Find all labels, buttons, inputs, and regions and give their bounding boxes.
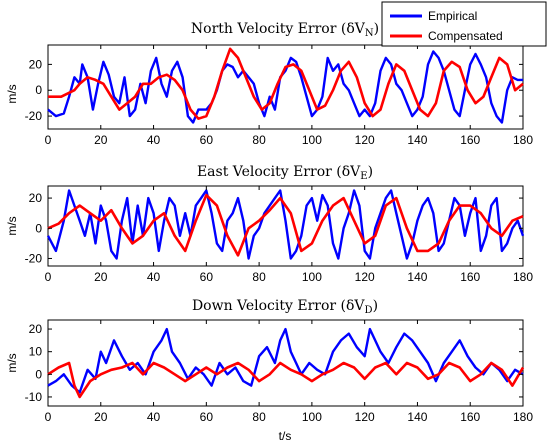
north-xtick-label: 60 bbox=[200, 133, 214, 147]
east-ytick-label: 20 bbox=[29, 191, 43, 205]
north-panel-title: North Velocity Error (δVN) bbox=[191, 21, 379, 39]
east-series-compensated bbox=[47, 193, 524, 257]
down-ytick-label: 10 bbox=[29, 345, 43, 359]
east-xtick-label: 120 bbox=[355, 270, 375, 284]
down-xtick-label: 100 bbox=[302, 410, 322, 424]
north-series-compensated bbox=[48, 47, 524, 120]
east-ytick-label: -20 bbox=[25, 251, 43, 265]
north-xtick-label: 160 bbox=[460, 133, 480, 147]
down-xtick-label: 20 bbox=[94, 410, 108, 424]
north-xtick-label: 80 bbox=[252, 133, 266, 147]
north-plot-frame bbox=[47, 44, 524, 130]
down-panel-title: Down Velocity Error (δVD) bbox=[192, 298, 378, 316]
down-series-compensated bbox=[47, 361, 525, 399]
east-series-empirical bbox=[46, 189, 525, 260]
legend: Empirical Compensated bbox=[381, 1, 547, 47]
east-xtick-label: 80 bbox=[252, 270, 266, 284]
down-xtick-label: 40 bbox=[147, 410, 161, 424]
east-series-layer bbox=[46, 189, 525, 260]
down-plot-frame bbox=[47, 319, 524, 407]
east-panel-title: East Velocity Error (δVE) bbox=[197, 164, 373, 182]
down-ytick-label: -10 bbox=[25, 390, 43, 404]
north-xtick-label: 120 bbox=[355, 133, 375, 147]
east-xtick-label: 60 bbox=[200, 270, 214, 284]
north-velocity-panel: North Velocity Error (δVN) m/s 0 20 40 60 80… bbox=[5, 21, 533, 147]
down-xtick-label: 120 bbox=[355, 410, 375, 424]
east-ylabel: m/s bbox=[5, 216, 19, 235]
east-plot-frame bbox=[47, 185, 524, 267]
legend-label-empirical: Empirical bbox=[428, 9, 477, 23]
down-xtick-label: 160 bbox=[460, 410, 480, 424]
north-xtick-label: 0 bbox=[45, 133, 52, 147]
north-ytick-label: 20 bbox=[29, 57, 43, 71]
north-xtick-label: 180 bbox=[513, 133, 533, 147]
east-xtick-label: 20 bbox=[94, 270, 108, 284]
legend-label-compensated: Compensated bbox=[428, 29, 503, 43]
north-xtick-label: 100 bbox=[302, 133, 322, 147]
east-xtick-label: 140 bbox=[407, 270, 427, 284]
legend-box bbox=[381, 1, 547, 47]
east-velocity-panel: East Velocity Error (δVE) m/s 0 20 40 60 80 1… bbox=[5, 164, 533, 284]
east-ytick-label: 0 bbox=[35, 221, 42, 235]
down-series-layer bbox=[47, 327, 525, 399]
down-ylabel: m/s bbox=[5, 353, 19, 372]
north-series-layer bbox=[47, 47, 524, 124]
north-xtick-label: 20 bbox=[94, 133, 108, 147]
down-xtick-label: 0 bbox=[45, 410, 52, 424]
x-axis-label: t/s bbox=[279, 429, 292, 443]
east-xtick-label: 180 bbox=[513, 270, 533, 284]
north-ytick-label: 0 bbox=[35, 83, 42, 97]
down-xtick-label: 140 bbox=[407, 410, 427, 424]
north-xtick-label: 140 bbox=[407, 133, 427, 147]
east-xtick-label: 100 bbox=[302, 270, 322, 284]
down-xtick-label: 80 bbox=[252, 410, 266, 424]
east-xtick-label: 160 bbox=[460, 270, 480, 284]
down-ytick-label: 20 bbox=[29, 322, 43, 336]
north-series-empirical bbox=[47, 50, 523, 124]
north-ytick-label: -20 bbox=[25, 109, 43, 123]
down-ytick-label: 0 bbox=[35, 367, 42, 381]
east-xtick-label: 40 bbox=[147, 270, 161, 284]
down-xtick-label: 60 bbox=[200, 410, 214, 424]
down-xtick-label: 180 bbox=[513, 410, 533, 424]
north-xtick-label: 40 bbox=[147, 133, 161, 147]
north-ylabel: m/s bbox=[5, 84, 19, 103]
east-xtick-label: 0 bbox=[45, 270, 52, 284]
down-velocity-panel: Down Velocity Error (δVD) m/s 0 20 40 60 80 1… bbox=[5, 298, 533, 424]
